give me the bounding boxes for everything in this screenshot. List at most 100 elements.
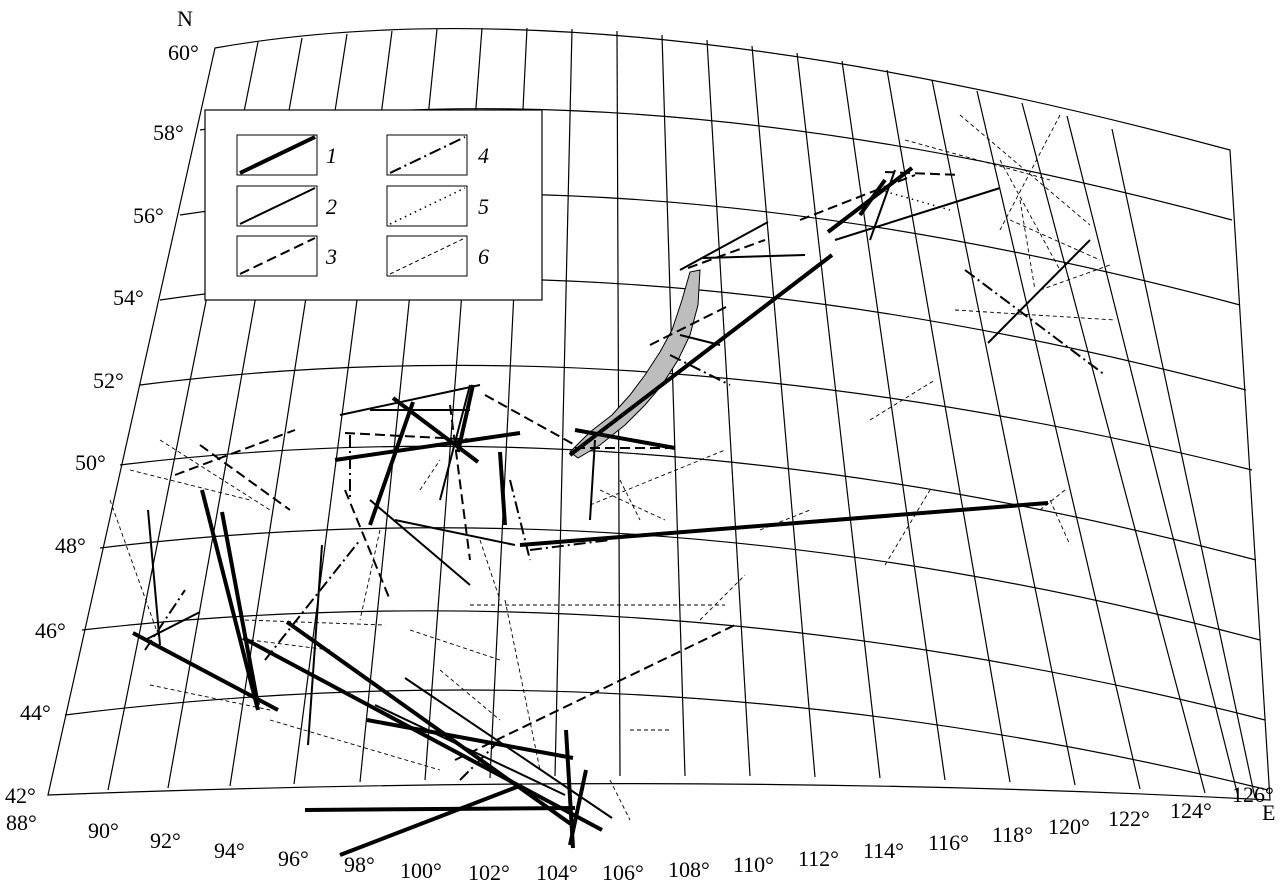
lon-label-118: 118° <box>992 822 1033 847</box>
fault-line <box>504 599 541 771</box>
meridian-122 <box>976 90 1141 790</box>
fault-line <box>702 254 806 259</box>
lon-label-120: 120° <box>1048 814 1090 839</box>
map-frame <box>47 28 1271 801</box>
fault-line <box>334 431 521 462</box>
lat-label-54: 54° <box>113 285 144 310</box>
lat-label-58: 58° <box>153 120 184 145</box>
faults-class-2 <box>144 169 1091 819</box>
fault-line <box>449 404 471 561</box>
fault-line <box>999 114 1061 231</box>
map-labels: N E 60° 58° 56° 54° 52° 50° 48° 46° 44° … <box>5 6 1275 885</box>
lon-label-94: 94° <box>214 838 245 863</box>
fault-line <box>669 354 731 386</box>
legend-label-5: 5 <box>478 194 489 219</box>
lat-label-48: 48° <box>55 533 86 558</box>
fault-line <box>959 114 1091 226</box>
fault-line <box>699 574 746 621</box>
fault-line <box>220 511 260 706</box>
meridian-125 <box>1066 115 1239 797</box>
parallel-44 <box>64 689 1269 791</box>
lon-label-110: 110° <box>733 852 774 877</box>
fault-line <box>599 489 666 521</box>
lon-label-100: 100° <box>400 858 442 883</box>
fault-line <box>419 459 441 491</box>
fault-line <box>858 178 887 217</box>
lon-label-122: 122° <box>1108 806 1150 831</box>
fault-line <box>1009 219 1101 261</box>
legend-label-1: 1 <box>326 143 337 168</box>
lon-label-90: 90° <box>88 818 119 843</box>
fault-line <box>479 539 501 601</box>
meridian-120 <box>931 79 1076 786</box>
fault-line <box>589 449 726 506</box>
fault-line <box>129 469 251 501</box>
fault-line <box>679 221 769 271</box>
meridian-106 <box>616 30 621 777</box>
north-label: N <box>177 6 193 31</box>
lon-label-96: 96° <box>278 846 309 871</box>
fault-line <box>987 239 1091 344</box>
fault-line <box>869 379 936 421</box>
legend-item-2: 2 <box>236 185 337 227</box>
fault-line <box>244 619 386 626</box>
fault-line <box>242 636 603 832</box>
fault-line <box>199 444 291 511</box>
fault-line <box>1039 264 1111 291</box>
meridian-112 <box>751 45 816 778</box>
faults-class-3 <box>174 171 961 761</box>
fault-line <box>609 779 631 821</box>
meridian-108 <box>661 34 686 777</box>
fault-line <box>529 539 611 551</box>
faults-class-1 <box>132 166 1049 857</box>
parallel-52 <box>139 364 1253 471</box>
fault-line <box>339 783 523 857</box>
meridian-110 <box>706 39 751 777</box>
fault-line <box>884 489 931 566</box>
fault-line <box>964 269 1106 376</box>
lat-label-44: 44° <box>20 700 51 725</box>
lon-label-88: 88° <box>6 810 37 835</box>
legend-label-4: 4 <box>478 143 489 168</box>
lat-label-50: 50° <box>75 450 106 475</box>
fault-line <box>269 719 441 771</box>
parallel-46 <box>81 610 1266 721</box>
lon-label-102: 102° <box>468 860 510 885</box>
fault-line <box>391 396 480 464</box>
fault-line <box>568 253 834 457</box>
fault-line <box>834 187 1001 241</box>
fault-line <box>519 501 1049 547</box>
lon-label-98: 98° <box>344 852 375 877</box>
fault-line <box>344 432 481 441</box>
fault-line <box>200 489 260 711</box>
fault-line <box>1019 199 1036 291</box>
lon-label-92: 92° <box>150 828 181 853</box>
lat-label-52: 52° <box>93 368 124 393</box>
lon-label-124: 124° <box>1170 798 1212 823</box>
fault-line <box>454 624 736 761</box>
fault-line <box>439 669 501 721</box>
fault-line <box>109 499 161 641</box>
fault-line <box>147 509 161 646</box>
lat-label-42: 42° <box>5 783 36 808</box>
fault-line <box>589 439 596 521</box>
faults-class-4 <box>144 269 1106 781</box>
fault-line <box>344 489 391 601</box>
fault-line <box>339 384 481 416</box>
lat-label-46: 46° <box>35 618 66 643</box>
fault-line <box>174 429 296 476</box>
lake-baikal <box>569 269 701 459</box>
fault-line <box>1049 499 1071 546</box>
fault-line <box>368 401 415 526</box>
legend-item-6: 6 <box>386 235 489 277</box>
meridian-126 <box>1111 128 1256 799</box>
legend-label-3: 3 <box>325 244 337 269</box>
legend-label-2: 2 <box>326 194 337 219</box>
meridian-114 <box>796 52 881 779</box>
lon-label-104: 104° <box>536 860 578 885</box>
lon-label-108: 108° <box>668 857 710 882</box>
fault-line <box>484 394 576 446</box>
meridian-116 <box>841 60 946 781</box>
